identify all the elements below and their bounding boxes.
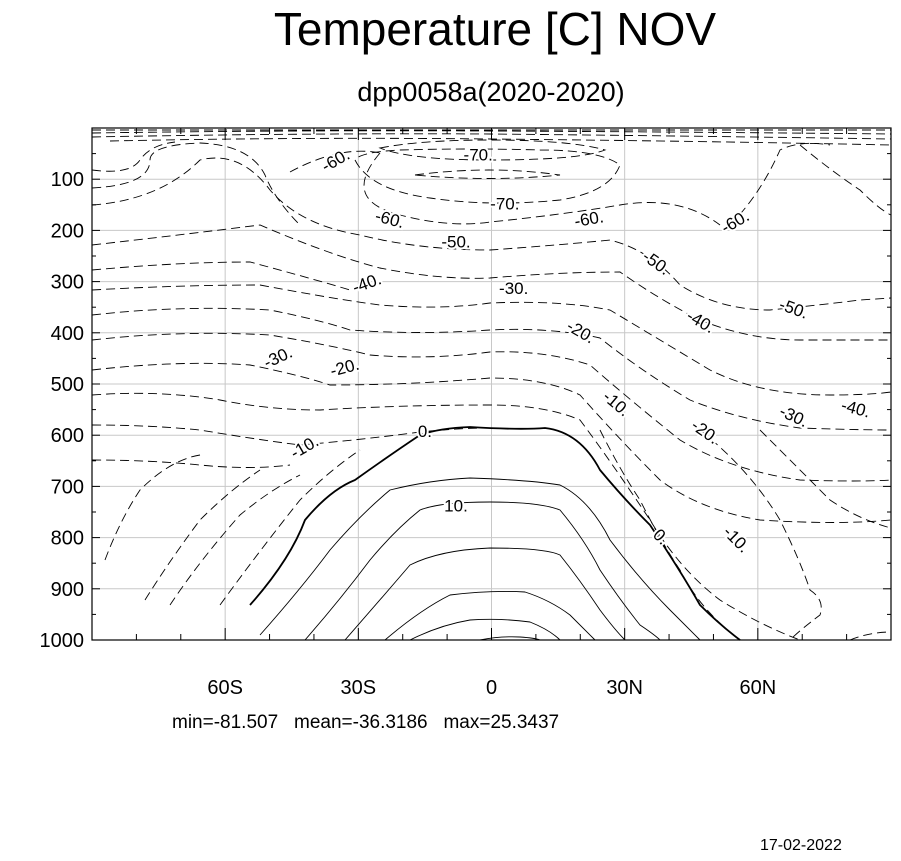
x-tick-label: 60N — [739, 677, 776, 699]
contour-m10-h — [699, 429, 822, 641]
contour-label: -60. — [573, 207, 605, 231]
y-tick-label: 500 — [51, 374, 84, 396]
contour-p25 — [409, 618, 561, 641]
contour-label: -50. — [639, 247, 674, 279]
contour-m70-upper — [378, 139, 607, 161]
grid-lines — [92, 128, 891, 640]
y-tick-label: 100 — [51, 169, 84, 191]
contour-p15 — [344, 547, 626, 641]
contour-m10-c — [91, 459, 291, 468]
contour-m50-left — [91, 141, 176, 172]
contour-m10-f — [169, 474, 301, 606]
contour-label: -60. — [318, 145, 353, 176]
contour-m70-outer — [354, 148, 621, 204]
contour-p20 — [384, 590, 596, 641]
contour-label: -70. — [490, 194, 519, 213]
contour-label: -30. — [776, 402, 811, 432]
contour-m30-a — [91, 284, 892, 396]
contour-label: -10. — [599, 387, 634, 420]
y-tick-labels: 100 200 300 400 500 600 700 800 900 1000 — [40, 169, 85, 652]
contour-m10-j — [849, 631, 892, 641]
chart-subtitle: dpp0058a(2020-2020) — [357, 77, 625, 107]
y-tick-label: 600 — [51, 425, 84, 447]
contour-labels: -70. -70. -60. -60. -60. -60. -50. -50. -50. -40.… — [259, 143, 875, 559]
date-stamp: 17-02-2022 — [760, 837, 842, 854]
contour-label: -60. — [718, 206, 753, 237]
contour-top-4 — [109, 137, 892, 146]
x-tick-label: 60S — [207, 677, 243, 699]
contour-label: 0. — [418, 422, 432, 441]
y-tick-label: 800 — [51, 528, 84, 550]
contour-m60-main — [289, 150, 721, 226]
contour-lines — [91, 129, 892, 641]
x-tick-label: 0 — [486, 677, 497, 699]
contour-label: 10. — [444, 496, 468, 515]
contour-zero — [249, 426, 741, 641]
contour-m10-e — [144, 469, 261, 601]
contour-m10-d — [104, 454, 201, 561]
x-tick-labels: 60S 30S 0 30N 60N — [207, 677, 776, 699]
contour-p10 — [304, 501, 661, 641]
y-tick-label: 300 — [51, 272, 84, 294]
axis-ticks — [92, 128, 891, 641]
contour-label: -20. — [328, 355, 361, 381]
contour-m10-k — [599, 429, 741, 641]
contour-label: -40. — [839, 396, 872, 422]
y-tick-label: 400 — [51, 323, 84, 345]
chart-title: Temperature [C] NOV — [273, 3, 717, 55]
x-tick-label: 30N — [606, 677, 643, 699]
contour-label: -10. — [719, 522, 753, 556]
contour-m10-a — [91, 392, 801, 641]
contour-label: -60. — [373, 206, 406, 232]
stats-line: min=-81.507 mean=-36.3186 max=25.3437 — [172, 712, 560, 733]
contour-m10-i — [759, 429, 892, 529]
contour-m50-main — [91, 157, 892, 311]
contour-label: -40. — [350, 269, 384, 297]
y-tick-label: 900 — [51, 579, 84, 601]
contour-m70-inner — [414, 169, 561, 179]
contour-label: -10. — [287, 432, 322, 463]
contour-m20-b — [91, 362, 892, 523]
contour-label: -30. — [261, 343, 296, 373]
contour-label: -70. — [464, 146, 493, 165]
y-tick-label: 700 — [51, 476, 84, 498]
contour-m60-left — [91, 142, 301, 226]
contour-m30-b — [91, 307, 892, 431]
contour-label: -20. — [688, 416, 723, 448]
contour-label: -50. — [777, 295, 811, 323]
contour-m10-g — [219, 449, 361, 606]
contour-m40-b — [91, 261, 351, 291]
contour-m50-right-top — [799, 144, 892, 216]
contour-label: -20. — [563, 316, 598, 347]
y-tick-label: 200 — [51, 220, 84, 242]
contour-p5 — [259, 477, 701, 641]
contour-label: -50. — [441, 233, 470, 252]
contour-m40-a — [91, 224, 891, 341]
contour-m60-right — [729, 142, 831, 226]
contour-label: -30. — [499, 279, 528, 298]
y-tick-label: 1000 — [40, 630, 85, 652]
x-tick-label: 30S — [341, 677, 377, 699]
contour-m20-a — [91, 332, 892, 482]
